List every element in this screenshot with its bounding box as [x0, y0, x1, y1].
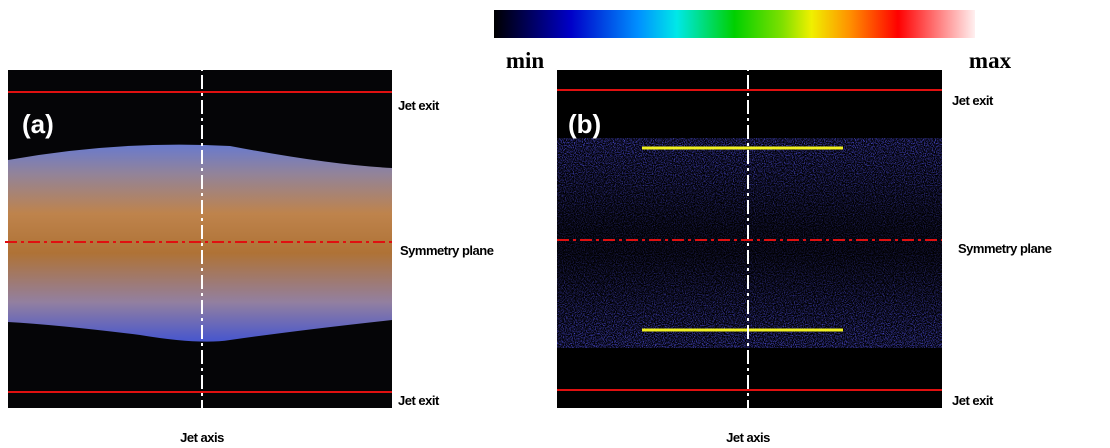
label: Jet axis	[180, 430, 224, 445]
panel-b: (b)	[557, 50, 942, 410]
label: Jet exit	[952, 393, 994, 408]
label: Jet axis	[726, 430, 770, 445]
label: Symmetry plane	[958, 241, 1052, 256]
panel-label: (b)	[568, 109, 601, 139]
flame	[8, 145, 392, 342]
colorbar	[494, 10, 975, 38]
colorbar-min: min	[506, 48, 545, 73]
label: Jet exit	[952, 93, 994, 108]
label: Jet exit	[398, 98, 440, 113]
colorbar-max: max	[969, 48, 1012, 73]
label: Jet exit	[398, 393, 440, 408]
label: Symmetry plane	[400, 243, 494, 258]
scatter-band	[557, 138, 942, 348]
panel-label: (a)	[22, 109, 54, 139]
figure: min max (a) Jet exit Symmetry plane Jet …	[0, 0, 1110, 448]
panel-a: (a)	[5, 50, 392, 410]
